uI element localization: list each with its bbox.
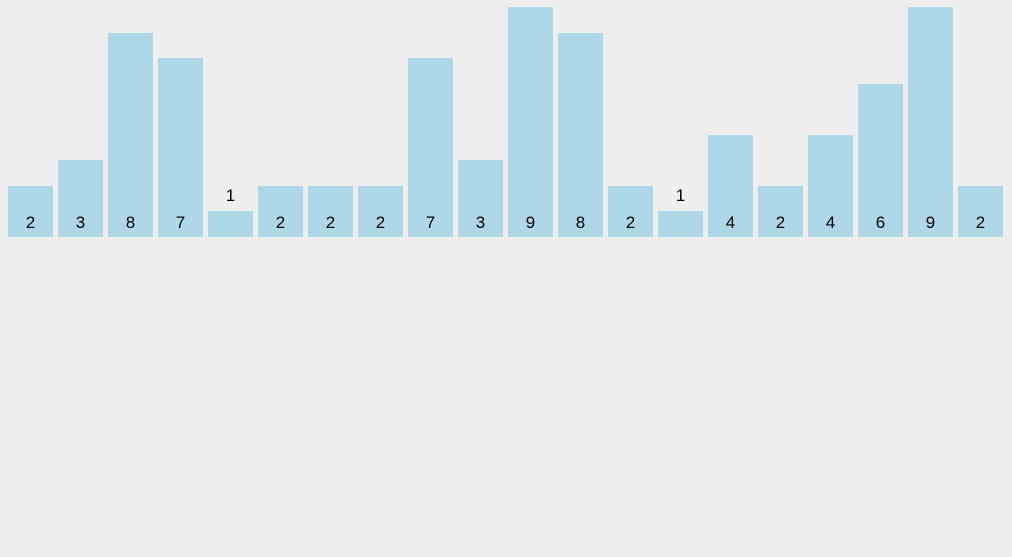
bar: 2 bbox=[258, 186, 303, 237]
bar: 9 bbox=[908, 7, 953, 237]
bar: 6 bbox=[858, 84, 903, 237]
bar: 1 bbox=[658, 187, 703, 237]
bar-value-label: 9 bbox=[925, 213, 936, 232]
bar-value-label: 8 bbox=[575, 213, 586, 232]
bar: 8 bbox=[108, 33, 153, 237]
bar: 3 bbox=[58, 160, 103, 237]
bar-value-label: 4 bbox=[725, 213, 736, 232]
bar: 8 bbox=[558, 33, 603, 237]
bar-value-label: 1 bbox=[675, 186, 686, 205]
bar-value-label: 4 bbox=[825, 213, 836, 232]
bar: 9 bbox=[508, 7, 553, 237]
bar-value-label: 2 bbox=[275, 213, 286, 232]
bar: 2 bbox=[608, 186, 653, 237]
bar: 1 bbox=[208, 187, 253, 237]
bar-value-label: 1 bbox=[225, 186, 236, 205]
bar-value-label: 3 bbox=[75, 213, 86, 232]
bar: 2 bbox=[308, 186, 353, 237]
bar-value-label: 2 bbox=[625, 213, 636, 232]
bar-value-label: 7 bbox=[175, 213, 186, 232]
bar: 2 bbox=[8, 186, 53, 237]
bar: 3 bbox=[458, 160, 503, 237]
bars-row: 2 3 8 7 1 2 2 2 7 3 9 8 2 1 4 2 4 6 9 2 bbox=[8, 7, 1003, 237]
bar: 7 bbox=[408, 58, 453, 237]
bar: 7 bbox=[158, 58, 203, 237]
bar-value-label: 2 bbox=[775, 213, 786, 232]
bar-value-label: 3 bbox=[475, 213, 486, 232]
bar-value-label: 2 bbox=[325, 213, 336, 232]
bar-value-label: 8 bbox=[125, 213, 136, 232]
bar-value-label: 6 bbox=[875, 213, 886, 232]
bar: 2 bbox=[358, 186, 403, 237]
bar-value-label: 9 bbox=[525, 213, 536, 232]
bar: 4 bbox=[708, 135, 753, 237]
bar: 4 bbox=[808, 135, 853, 237]
bar-value-label: 2 bbox=[25, 213, 36, 232]
bar-value-label: 7 bbox=[425, 213, 436, 232]
bar-value-label: 2 bbox=[375, 213, 386, 232]
bar-value-label: 2 bbox=[975, 213, 986, 232]
bar: 2 bbox=[958, 186, 1003, 237]
bar: 2 bbox=[758, 186, 803, 237]
bar-chart: 2 3 8 7 1 2 2 2 7 3 9 8 2 1 4 2 4 6 9 2 bbox=[0, 0, 1012, 237]
